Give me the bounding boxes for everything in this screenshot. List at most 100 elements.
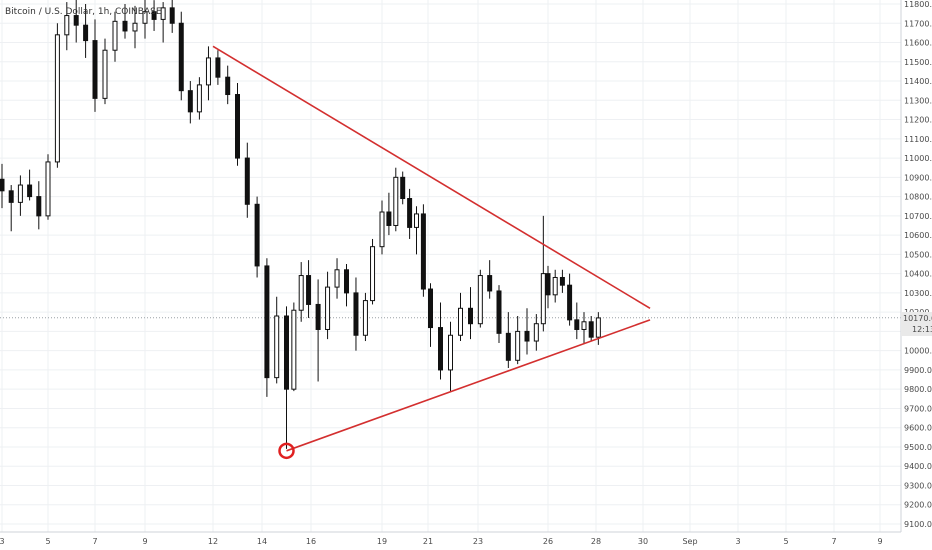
time-axis[interactable]: 3 5 7 9 12 14 16 19 21 23 26 28 30 Sep 3 5 7 9 (0, 531, 901, 546)
candle-up (379, 211, 385, 248)
resistance-trendline (212, 45, 651, 309)
candle-up (274, 315, 280, 379)
candle-down (505, 332, 511, 361)
candle-down (468, 307, 473, 325)
candle-down (169, 7, 175, 24)
candle-up (291, 309, 297, 390)
time-tick-label: 21 (423, 537, 433, 546)
price-axis[interactable]: 11800.00 11700.00 11600.00 11500.00 11400.00… (900, 0, 932, 532)
candle-up (54, 34, 60, 163)
price-tick-label: 11800.00 (904, 0, 932, 9)
price-tick-label: 11000.00 (904, 154, 932, 163)
price-tick-label: 11300.00 (904, 96, 932, 105)
price-tick-label: 10300.00 (904, 289, 932, 298)
candle-down (83, 24, 89, 42)
support-trendline (286, 319, 651, 452)
candle-up (205, 57, 211, 86)
candle-down (428, 288, 433, 329)
candle-down (178, 22, 184, 92)
price-tick-label: 11400.00 (904, 77, 932, 86)
candle-down (187, 90, 193, 113)
price-tick-label: 9100.00 (904, 520, 932, 529)
candle-down (27, 184, 33, 198)
time-tick-label: 3 (0, 537, 5, 546)
candle-up (142, 11, 148, 24)
candle-up (196, 84, 202, 113)
candle-down (353, 292, 359, 336)
candle-up (552, 276, 558, 296)
price-tick-label: 11200.00 (904, 116, 932, 125)
candle-down (315, 303, 321, 330)
current-price-label: 10170.67 12:13 (901, 312, 932, 336)
candle-down (420, 213, 426, 290)
price-tick-label: 9600.00 (904, 424, 932, 433)
candle-up (102, 49, 108, 99)
price-tick-label: 10700.00 (904, 212, 932, 221)
candle-up (45, 161, 51, 217)
bar-countdown: 12:13 (912, 325, 932, 334)
price-tick-label: 10600.00 (904, 231, 932, 240)
candle-down (559, 276, 565, 286)
price-tick-label: 10500.00 (904, 250, 932, 259)
grid-lines (0, 0, 901, 532)
symbol-title: Bitcoin / U.S. Dollar, 1h, COINBASE (5, 7, 162, 17)
price-tick-label: 9400.00 (904, 462, 932, 471)
candle-down (574, 319, 580, 330)
candle-down (8, 190, 14, 203)
time-tick-label: 7 (92, 537, 97, 546)
price-tick-label: 10400.00 (904, 270, 932, 279)
candle-down (567, 284, 573, 321)
annotations (278, 442, 295, 460)
candle-down (284, 315, 289, 390)
price-tick-label: 10800.00 (904, 193, 932, 202)
time-tick-label: 7 (831, 537, 836, 546)
price-ticks: 11800.00 11700.00 11600.00 11500.00 11400.00… (904, 0, 932, 529)
candle-down (407, 198, 413, 228)
candle-up (132, 22, 138, 32)
candle-down (0, 178, 5, 192)
current-price-value: 10170.67 (903, 314, 932, 323)
time-tick-label: 30 (638, 537, 648, 546)
price-tick-label: 11100.00 (904, 135, 932, 144)
candle-up (515, 330, 521, 361)
candle-down (215, 57, 221, 78)
time-tick-label: 14 (257, 537, 267, 546)
price-tick-label: 9700.00 (904, 404, 932, 413)
candle-down (92, 40, 98, 99)
time-tick-label: 9 (142, 537, 147, 546)
time-tick-label: Sep (682, 537, 697, 546)
time-tick-label: 12 (208, 537, 218, 546)
price-tick-label: 9900.00 (904, 366, 932, 375)
candle-up (540, 273, 546, 325)
low-marker-circle (278, 442, 295, 460)
candle-down (545, 273, 551, 296)
price-tick-label: 10900.00 (904, 173, 932, 182)
candle-down (225, 76, 231, 96)
price-tick-label: 11600.00 (904, 39, 932, 48)
candle-down (524, 330, 530, 342)
price-tick-label: 9200.00 (904, 501, 932, 510)
candle-down (36, 196, 42, 217)
time-tick-label: 19 (377, 537, 387, 546)
trendlines (212, 45, 651, 452)
candle-up (370, 246, 376, 302)
candles (0, 0, 601, 449)
candle-up (458, 307, 463, 336)
time-ticks: 3 5 7 9 12 14 16 19 21 23 26 28 30 Sep 3 5 7 9 (0, 537, 883, 546)
candle-up (581, 321, 587, 330)
candle-down (122, 20, 128, 32)
price-label-bg (901, 312, 932, 336)
candle-up (533, 323, 539, 342)
time-tick-label: 3 (735, 537, 740, 546)
candle-up (160, 7, 166, 20)
candle-down (264, 265, 270, 379)
price-tick-label: 9300.00 (904, 481, 932, 490)
candle-down (235, 94, 240, 159)
time-tick-label: 23 (473, 537, 483, 546)
candle-up (64, 15, 70, 36)
candle-down (254, 203, 260, 267)
candle-up (414, 213, 419, 228)
time-tick-label: 9 (877, 537, 882, 546)
candle-down (244, 157, 250, 205)
